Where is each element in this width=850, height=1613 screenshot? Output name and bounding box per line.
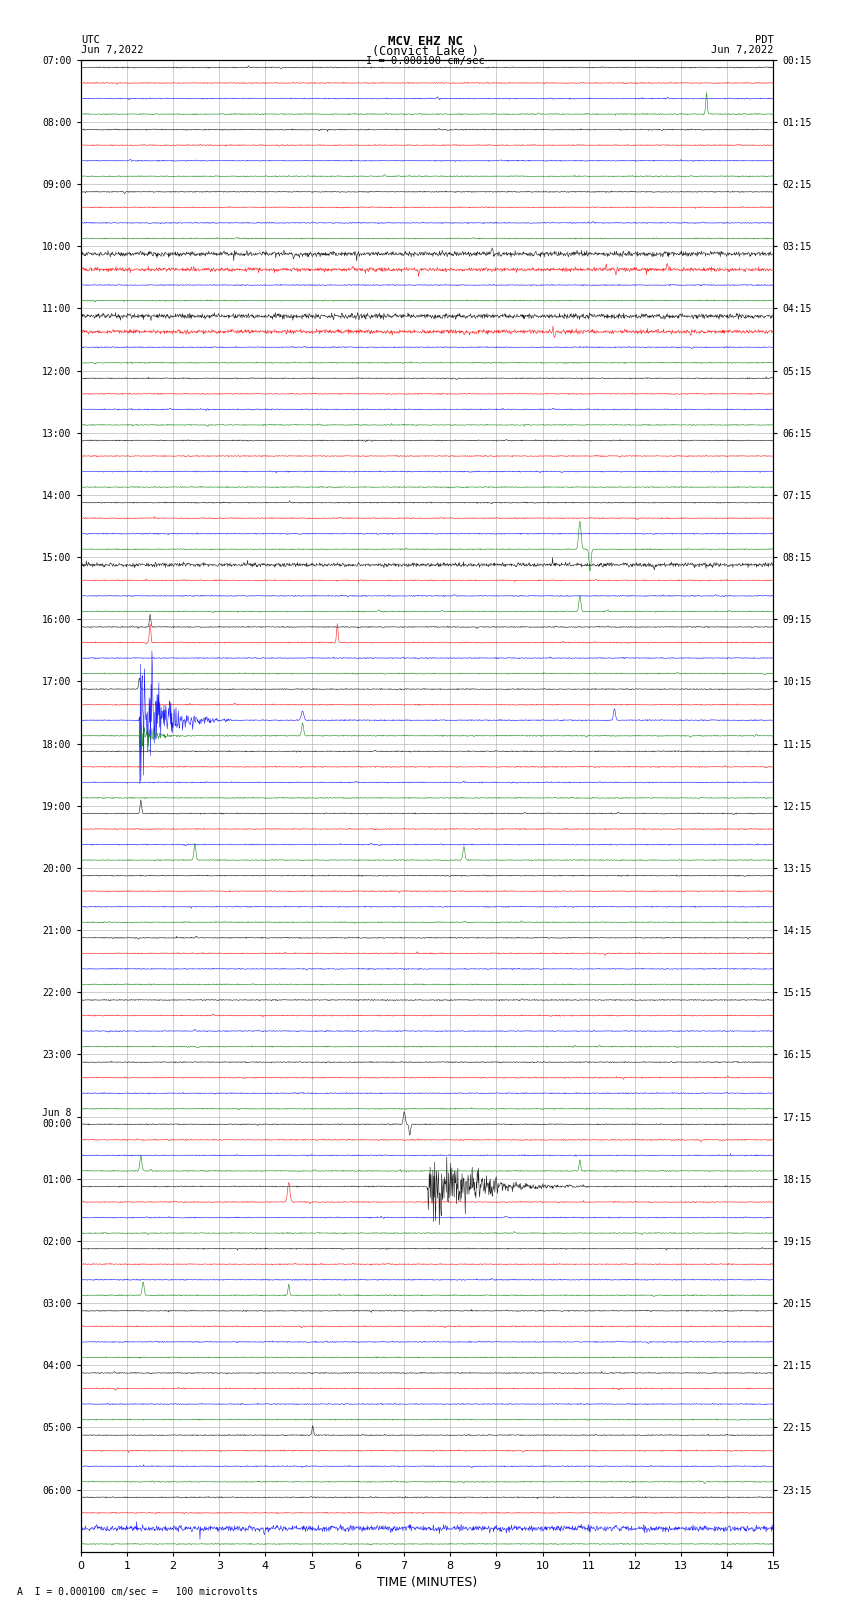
Text: PDT: PDT bbox=[755, 35, 774, 45]
Text: Jun 7,2022: Jun 7,2022 bbox=[711, 45, 774, 55]
Text: Jun 7,2022: Jun 7,2022 bbox=[81, 45, 144, 55]
Text: A  I = 0.000100 cm/sec =   100 microvolts: A I = 0.000100 cm/sec = 100 microvolts bbox=[17, 1587, 258, 1597]
Text: (Convict Lake ): (Convict Lake ) bbox=[371, 45, 479, 58]
Text: MCV EHZ NC: MCV EHZ NC bbox=[388, 35, 462, 48]
X-axis label: TIME (MINUTES): TIME (MINUTES) bbox=[377, 1576, 477, 1589]
Text: UTC: UTC bbox=[81, 35, 99, 45]
Text: I = 0.000100 cm/sec: I = 0.000100 cm/sec bbox=[366, 56, 484, 66]
